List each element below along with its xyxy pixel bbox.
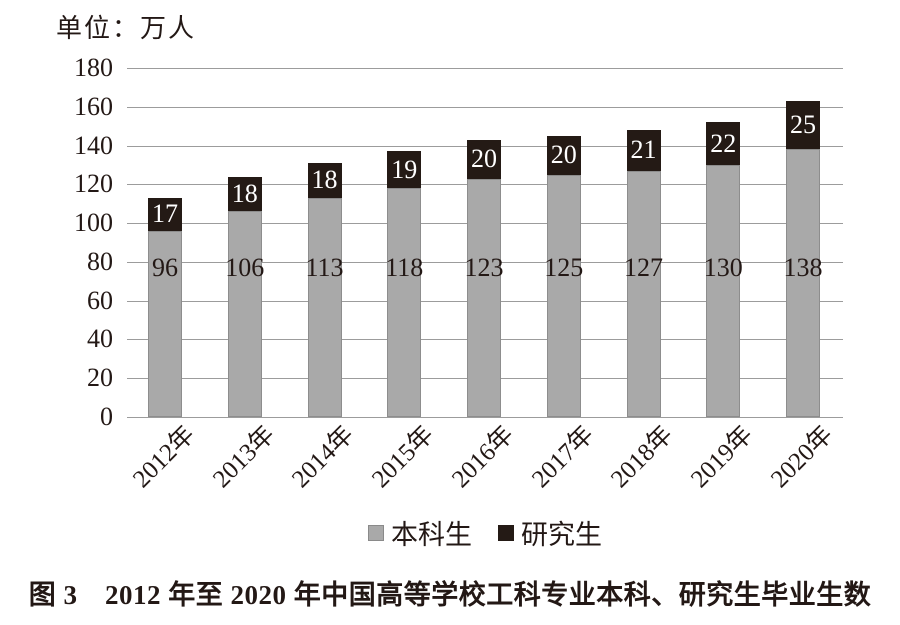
value-label-grad-2014年: 18 — [311, 165, 338, 195]
x-tick-label-2019年: 2019年 — [686, 421, 759, 494]
value-label-undergrad-2015年: 118 — [385, 253, 424, 282]
bar-grad-2018年 — [626, 130, 661, 171]
value-label-grad-2013年: 18 — [231, 179, 258, 209]
value-label-undergrad-2017年: 125 — [544, 253, 584, 282]
figure-caption: 图 3 2012 年至 2020 年中国高等学校工科专业本科、研究生毕业生数 — [28, 580, 872, 610]
value-label-undergrad-2012年: 96 — [152, 253, 178, 282]
value-label-grad-2012年: 17 — [152, 199, 178, 229]
bar-grad-2019年 — [706, 122, 741, 165]
bar-undergrad-2015年 — [387, 188, 422, 417]
gridline-0 — [127, 417, 843, 418]
bar-undergrad-2017年 — [546, 174, 581, 417]
bar-grad-2016年 — [467, 139, 501, 179]
y-tick-label-140: 140 — [74, 130, 113, 160]
value-label-grad-2018年: 21 — [630, 135, 657, 165]
bar-undergrad-2018年 — [626, 170, 661, 417]
x-tick-label-2018年: 2018年 — [606, 421, 679, 494]
x-tick-label-2013年: 2013年 — [207, 421, 280, 494]
legend: 本科生 研究生 — [127, 513, 843, 552]
y-tick-label-100: 100 — [74, 208, 113, 238]
legend-item-undergrad: 本科生 — [368, 513, 472, 552]
unit-label: 单位：万人 — [56, 14, 197, 43]
value-label-undergrad-2013年: 106 — [225, 253, 265, 282]
x-tick-label-2014年: 2014年 — [287, 421, 360, 494]
value-label-undergrad-2014年: 113 — [305, 253, 344, 282]
value-label-grad-2017年: 20 — [550, 140, 577, 170]
legend-swatch-grad-icon — [498, 524, 514, 541]
y-tick-label-120: 120 — [74, 169, 113, 199]
y-tick-label-20: 20 — [87, 363, 113, 393]
legend-swatch-undergrad-icon — [368, 524, 384, 541]
legend-label-grad: 研究生 — [521, 520, 602, 550]
bar-grad-2017年 — [546, 135, 581, 175]
x-tick-label-2015年: 2015年 — [367, 421, 440, 494]
bar-grad-2020年 — [786, 100, 820, 150]
bar-grad-2015年 — [387, 151, 422, 189]
x-tick-label-2017年: 2017年 — [526, 421, 599, 494]
gridline-160 — [127, 106, 843, 108]
bar-grad-2013年 — [227, 176, 262, 212]
x-tick-label-2016年: 2016年 — [446, 421, 520, 494]
value-label-grad-2019年: 22 — [710, 128, 737, 158]
bar-undergrad-2020年 — [786, 149, 820, 417]
y-tick-label-160: 160 — [74, 91, 113, 121]
value-label-grad-2015年: 19 — [391, 154, 418, 184]
legend-label-undergrad: 本科生 — [391, 520, 472, 550]
gridline-180 — [127, 68, 843, 69]
bar-undergrad-2012年 — [148, 230, 182, 417]
bar-undergrad-2014年 — [307, 197, 342, 417]
y-tick-label-180: 180 — [74, 53, 113, 82]
value-label-undergrad-2016年: 123 — [464, 253, 504, 282]
bar-undergrad-2016年 — [467, 178, 501, 417]
y-tick-label-60: 60 — [87, 285, 113, 315]
value-label-grad-2020年: 25 — [790, 110, 816, 140]
bar-undergrad-2019年 — [706, 164, 741, 417]
legend-item-grad: 研究生 — [498, 513, 602, 552]
bar-grad-2014年 — [307, 163, 342, 198]
y-tick-label-80: 80 — [87, 246, 113, 276]
y-tick-label-40: 40 — [87, 324, 113, 354]
x-tick-label-2012年: 2012年 — [127, 421, 201, 494]
bar-undergrad-2013年 — [227, 211, 262, 417]
bar-grad-2012年 — [148, 197, 182, 231]
value-label-undergrad-2020年: 138 — [783, 253, 823, 282]
plot-area — [127, 68, 843, 418]
value-label-undergrad-2019年: 130 — [703, 253, 743, 282]
value-label-grad-2016年: 20 — [471, 144, 497, 174]
x-tick-label-2020年: 2020年 — [765, 421, 839, 494]
y-tick-label-0: 0 — [100, 402, 113, 431]
value-label-undergrad-2018年: 127 — [624, 253, 663, 282]
